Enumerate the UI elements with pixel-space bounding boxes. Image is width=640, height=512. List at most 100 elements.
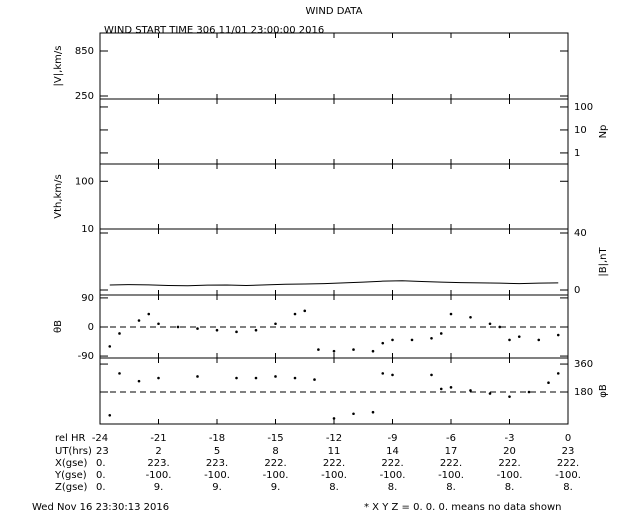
note: * X Y Z = 0. 0. 0. means no data shown bbox=[364, 502, 562, 512]
x-tick-label: -15 bbox=[267, 433, 283, 444]
data-point bbox=[332, 349, 336, 353]
row-value: 0. bbox=[96, 458, 106, 469]
row-label: Z(gse) bbox=[55, 482, 87, 493]
data-point bbox=[196, 375, 199, 378]
row-label: X(gse) bbox=[55, 458, 87, 469]
data-point bbox=[332, 417, 336, 420]
data-point bbox=[449, 312, 453, 316]
data-point bbox=[527, 390, 531, 394]
data-point bbox=[352, 348, 355, 351]
data-point bbox=[488, 322, 492, 326]
data-point bbox=[137, 379, 141, 383]
data-point bbox=[137, 319, 141, 322]
panel-frame bbox=[99, 98, 569, 165]
row-value: 8. bbox=[388, 482, 398, 493]
data-point bbox=[313, 378, 316, 381]
x-axis-label: rel HR bbox=[55, 433, 86, 444]
data-point bbox=[317, 348, 320, 351]
data-point bbox=[157, 376, 160, 380]
row-value: -100. bbox=[438, 470, 464, 481]
row-value: 222. bbox=[498, 458, 520, 469]
row-value: 8. bbox=[446, 482, 456, 493]
data-point bbox=[108, 414, 112, 417]
data-point bbox=[147, 312, 151, 316]
row-value: -100. bbox=[204, 470, 230, 481]
data-point bbox=[430, 373, 433, 377]
data-point bbox=[449, 386, 453, 389]
y-tick-label: -90 bbox=[78, 351, 94, 362]
row-value: 222. bbox=[381, 458, 403, 469]
y-tick-label: 90 bbox=[81, 293, 94, 304]
data-point bbox=[517, 335, 521, 338]
data-point bbox=[274, 322, 277, 326]
row-label: Y(gse) bbox=[54, 470, 87, 481]
row-value: 20 bbox=[503, 446, 516, 457]
chart-subtitle: WIND START TIME 306 11/01 23:00:00 2016 bbox=[104, 25, 324, 36]
data-point bbox=[508, 395, 511, 398]
row-value: 8. bbox=[563, 482, 573, 493]
data-point bbox=[108, 345, 112, 348]
timestamp: Wed Nov 16 23:30:13 2016 bbox=[32, 502, 169, 512]
panel-frame bbox=[99, 32, 569, 100]
row-value: 9. bbox=[271, 482, 281, 493]
data-point bbox=[430, 336, 433, 340]
data-point bbox=[391, 338, 394, 342]
y-tick-label: 10 bbox=[81, 224, 94, 235]
row-value: 23 bbox=[562, 446, 575, 457]
y-tick-label: 850 bbox=[75, 46, 94, 57]
data-point bbox=[274, 375, 277, 378]
row-value: 222. bbox=[440, 458, 462, 469]
row-value: 222. bbox=[264, 458, 286, 469]
panel-frame bbox=[99, 163, 569, 230]
chart-title: WIND DATA bbox=[306, 6, 363, 17]
y-axis-label: θB bbox=[53, 320, 64, 333]
data-point bbox=[381, 372, 385, 375]
row-value: -100. bbox=[146, 470, 172, 481]
row-value: 223. bbox=[206, 458, 228, 469]
x-tick-label: -21 bbox=[150, 433, 166, 444]
data-point bbox=[469, 315, 472, 319]
x-tick-label: -24 bbox=[92, 433, 108, 444]
data-point bbox=[547, 381, 550, 384]
data-point bbox=[254, 376, 258, 380]
y-tick-label: 1 bbox=[574, 148, 580, 159]
data-point bbox=[303, 309, 307, 313]
x-tick-label: -3 bbox=[505, 433, 515, 444]
row-value: 11 bbox=[328, 446, 341, 457]
data-point bbox=[439, 332, 443, 335]
data-point bbox=[537, 338, 541, 342]
data-point bbox=[215, 328, 219, 332]
data-point bbox=[235, 376, 238, 380]
data-point bbox=[410, 338, 414, 342]
data-point bbox=[439, 387, 443, 391]
data-point bbox=[118, 372, 121, 375]
y-tick-label: 100 bbox=[75, 176, 94, 187]
data-point bbox=[157, 322, 160, 326]
row-value: -100. bbox=[555, 470, 581, 481]
y-tick-label: 40 bbox=[574, 228, 587, 239]
data-point bbox=[381, 341, 385, 345]
data-point bbox=[176, 325, 180, 329]
y-axis-label: Vth,km/s bbox=[53, 174, 64, 218]
row-value: 222. bbox=[323, 458, 345, 469]
data-point bbox=[235, 330, 238, 334]
data-point bbox=[352, 412, 355, 416]
row-value: 9. bbox=[212, 482, 222, 493]
row-value: 17 bbox=[445, 446, 458, 457]
y-tick-label: 250 bbox=[75, 91, 94, 102]
data-point bbox=[469, 389, 472, 392]
data-point bbox=[556, 333, 560, 337]
x-tick-label: -12 bbox=[326, 433, 342, 444]
row-value: 0. bbox=[96, 482, 106, 493]
data-point bbox=[293, 376, 297, 380]
row-value: 5 bbox=[214, 446, 220, 457]
y-tick-label: 0 bbox=[574, 285, 580, 296]
row-value: 2 bbox=[155, 446, 161, 457]
y-tick-label: 10 bbox=[574, 125, 587, 136]
y-tick-label: 0 bbox=[88, 322, 94, 333]
data-point bbox=[391, 373, 394, 377]
row-value: 14 bbox=[386, 446, 399, 457]
x-tick-label: -18 bbox=[209, 433, 225, 444]
y-tick-label: 180 bbox=[574, 387, 593, 398]
y-tick-label: 360 bbox=[574, 359, 593, 370]
